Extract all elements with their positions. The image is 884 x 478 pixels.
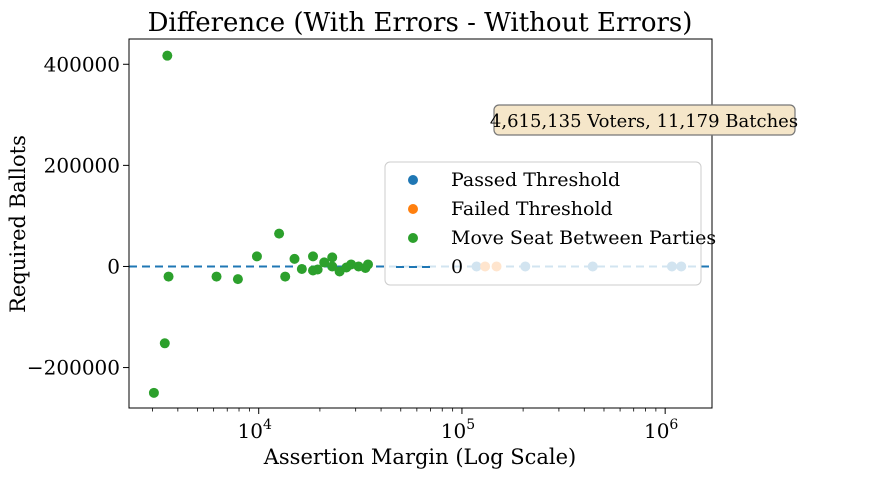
y-tick-label: 400000: [44, 52, 120, 76]
data-point-move-seat-between-parties: [159, 338, 170, 349]
data-point-move-seat-between-parties: [312, 264, 323, 275]
y-axis-label: Required Ballots: [6, 135, 30, 313]
legend-box: [384, 161, 702, 286]
data-point-move-seat-between-parties: [148, 387, 159, 398]
data-point-move-seat-between-parties: [308, 251, 319, 262]
legend: Passed Threshold Failed Threshold Move Sea…: [384, 161, 716, 286]
legend-marker: [408, 233, 418, 243]
data-point-move-seat-between-parties: [280, 271, 291, 282]
y-tick-label: 0: [107, 254, 120, 278]
plot-frame: [128, 38, 713, 409]
y-tick-label: 200000: [44, 153, 120, 177]
legend-label: Failed Threshold: [451, 198, 613, 220]
x-tick-label: 104: [238, 417, 272, 443]
x-tick-label: 106: [644, 417, 678, 443]
y-tick-label: −200000: [27, 356, 120, 380]
data-point-move-seat-between-parties: [274, 228, 285, 239]
x-axis-label: Assertion Margin (Log Scale): [263, 445, 577, 469]
legend-marker: [408, 204, 418, 214]
data-point-move-seat-between-parties: [163, 271, 174, 282]
data-point-move-seat-between-parties: [251, 251, 262, 262]
legend-label: Move Seat Between Parties: [451, 227, 716, 249]
data-point-move-seat-between-parties: [363, 259, 374, 270]
data-point-move-seat-between-parties: [211, 271, 222, 282]
legend-marker: [408, 175, 418, 185]
data-point-move-seat-between-parties: [296, 263, 307, 274]
legend-label: 0: [451, 256, 463, 278]
annotation-text: 4,615,135 Voters, 11,179 Batches: [490, 111, 798, 132]
legend-label: Passed Threshold: [451, 169, 620, 191]
data-point-move-seat-between-parties: [162, 50, 173, 61]
data-point-move-seat-between-parties: [289, 253, 300, 264]
data-point-move-seat-between-parties: [319, 257, 330, 268]
data-point-move-seat-between-parties: [327, 252, 338, 263]
annotation-box: 4,615,135 Voters, 11,179 Batches: [490, 104, 798, 136]
data-point-move-seat-between-parties: [327, 261, 338, 272]
x-tick-label: 105: [441, 417, 475, 443]
data-point-move-seat-between-parties: [232, 274, 243, 285]
chart-title: Difference (With Errors - Without Errors…: [148, 8, 693, 38]
